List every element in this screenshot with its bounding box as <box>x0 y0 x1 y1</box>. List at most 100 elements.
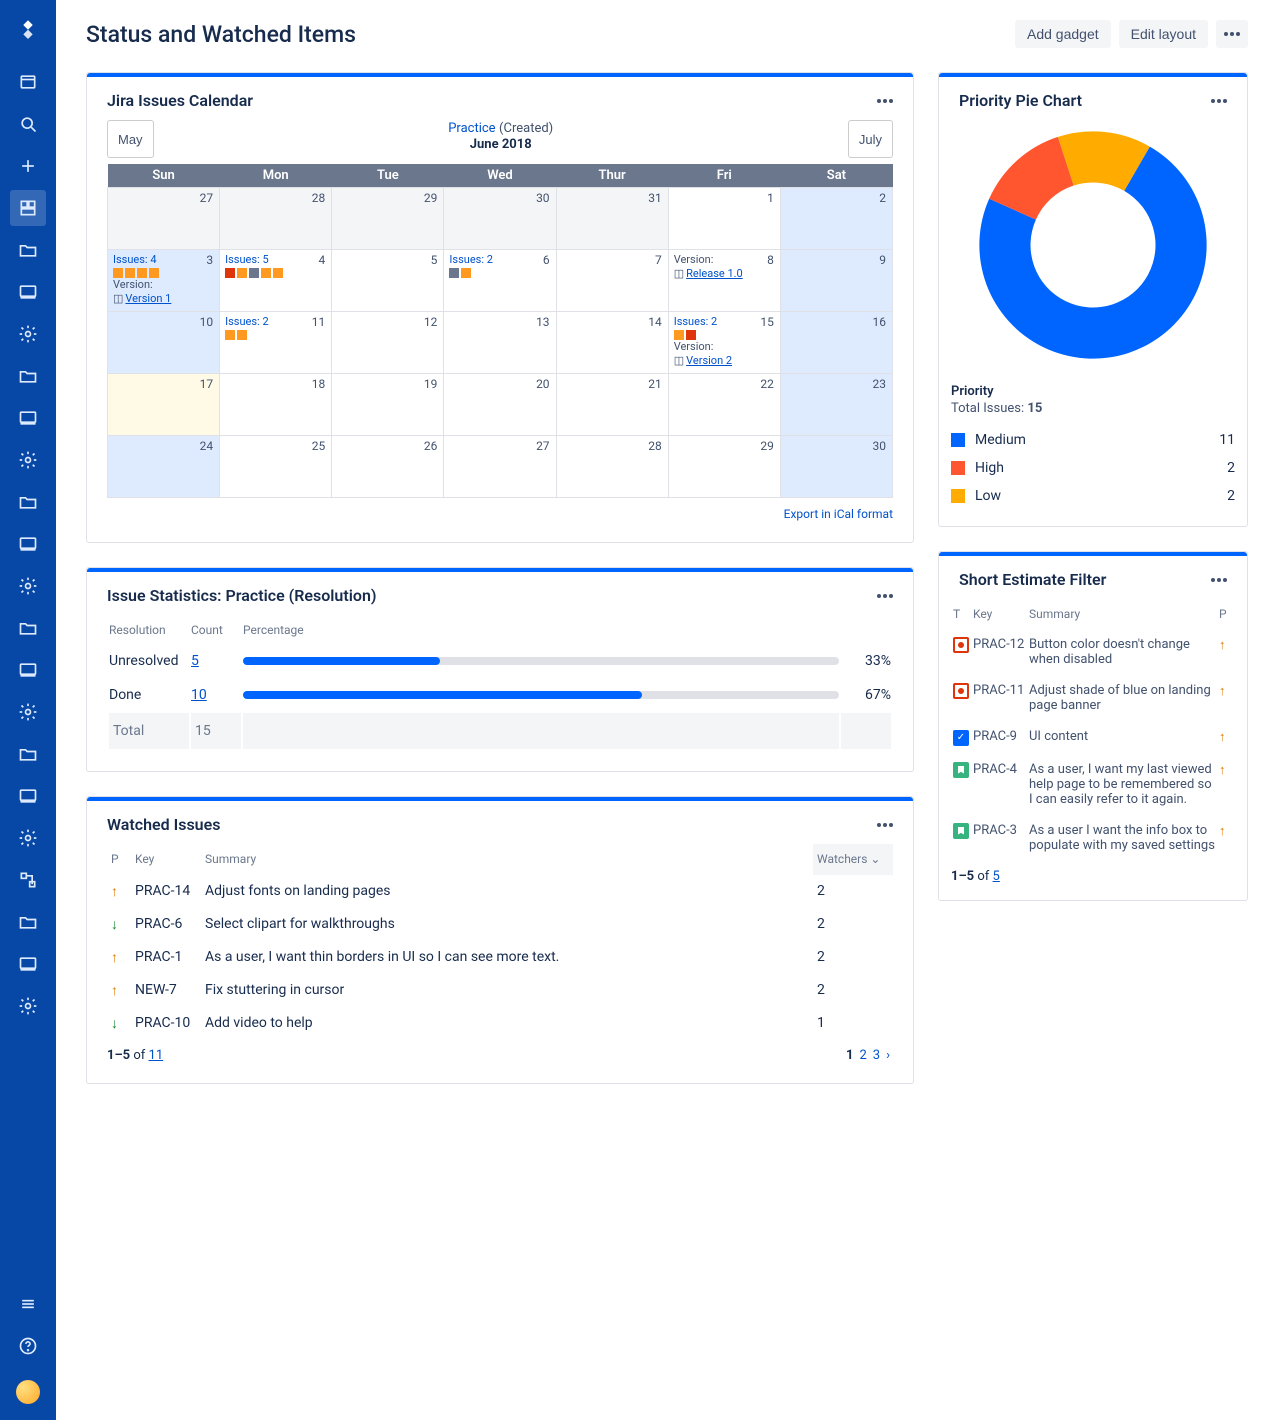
calendar-day-18[interactable]: 18 <box>220 374 332 436</box>
calendar-more-button[interactable] <box>877 99 893 103</box>
sidebar-item-folder-16[interactable] <box>10 736 46 772</box>
sef-row[interactable]: PRAC-4As a user, I want my last viewed h… <box>951 754 1235 815</box>
calendar-day-21[interactable]: 21 <box>556 374 668 436</box>
watchers-sort-header[interactable]: Watchers ⌄ <box>813 844 893 875</box>
sidebar-item-folder-7[interactable] <box>10 358 46 394</box>
legend-row-low[interactable]: Low2 <box>951 482 1235 510</box>
sidebar-item-monitor-21[interactable] <box>10 946 46 982</box>
page-1[interactable]: 1 <box>846 1048 853 1063</box>
calendar-day-10[interactable]: 10 <box>108 312 220 374</box>
edit-layout-button[interactable]: Edit layout <box>1119 20 1208 48</box>
sidebar-item-plus-2[interactable] <box>10 148 46 184</box>
page-next[interactable]: › <box>886 1048 890 1063</box>
sidebar-item-monitor-17[interactable] <box>10 778 46 814</box>
calendar-day-5[interactable]: 5 <box>332 250 444 312</box>
calendar-day-2[interactable]: 2 <box>780 188 892 250</box>
sef-row[interactable]: PRAC-11Adjust shade of blue on landing p… <box>951 675 1235 721</box>
global-sidebar <box>0 0 56 1420</box>
calendar-day-30[interactable]: 30 <box>444 188 556 250</box>
calendar-day-6[interactable]: 6Issues: 2 <box>444 250 556 312</box>
calendar-prev-button[interactable]: May <box>107 120 154 158</box>
sidebar-item-gear-18[interactable] <box>10 820 46 856</box>
calendar-day-25[interactable]: 25 <box>220 436 332 498</box>
sidebar-item-gear-9[interactable] <box>10 442 46 478</box>
calendar-day-20[interactable]: 20 <box>444 374 556 436</box>
sidebar-item-gear-12[interactable] <box>10 568 46 604</box>
watched-row[interactable]: ↑NEW-7Fix stuttering in cursor2 <box>107 974 893 1007</box>
page-2[interactable]: 2 <box>859 1048 866 1063</box>
calendar-day-23[interactable]: 23 <box>780 374 892 436</box>
calendar-filter-link[interactable]: Practice <box>448 121 495 136</box>
legend-row-high[interactable]: High2 <box>951 454 1235 482</box>
stats-total-row: Total15 <box>109 713 891 749</box>
priority-donut-chart <box>968 120 1218 370</box>
calendar-day-29[interactable]: 29 <box>668 436 780 498</box>
calendar-day-27[interactable]: 27 <box>108 188 220 250</box>
calendar-day-26[interactable]: 26 <box>332 436 444 498</box>
calendar-next-button[interactable]: July <box>848 120 893 158</box>
calendar-day-7[interactable]: 7 <box>556 250 668 312</box>
calendar-day-24[interactable]: 24 <box>108 436 220 498</box>
sef-row[interactable]: PRAC-12Button color doesn't change when … <box>951 629 1235 675</box>
calendar-day-16[interactable]: 16 <box>780 312 892 374</box>
statistics-more-button[interactable] <box>877 594 893 598</box>
calendar-day-31[interactable]: 31 <box>556 188 668 250</box>
sidebar-item-search-1[interactable] <box>10 106 46 142</box>
calendar-day-28[interactable]: 28 <box>556 436 668 498</box>
calendar-day-1[interactable]: 1 <box>668 188 780 250</box>
sidebar-item-monitor-8[interactable] <box>10 400 46 436</box>
calendar-day-13[interactable]: 13 <box>444 312 556 374</box>
calendar-day-8[interactable]: 8Version:◫Release 1.0 <box>668 250 780 312</box>
calendar-day-30[interactable]: 30 <box>780 436 892 498</box>
add-gadget-button[interactable]: Add gadget <box>1015 20 1111 48</box>
legend-row-medium[interactable]: Medium11 <box>951 426 1235 454</box>
sidebar-item-folder-4[interactable] <box>10 232 46 268</box>
priority-high-icon: ↑ <box>1219 684 1226 699</box>
calendar-day-17[interactable]: 17 <box>108 374 220 436</box>
calendar-card: Jira Issues Calendar May Practice (Creat… <box>86 72 914 543</box>
sidebar-item-monitor-5[interactable] <box>10 274 46 310</box>
calendar-day-29[interactable]: 29 <box>332 188 444 250</box>
calendar-day-4[interactable]: 4Issues: 5 <box>220 250 332 312</box>
sef-more-button[interactable] <box>1211 578 1227 582</box>
calendar-export-link[interactable]: Export in iCal format <box>784 507 893 521</box>
jira-logo-icon[interactable] <box>14 18 42 46</box>
sidebar-item-dashboard-3[interactable] <box>10 190 46 226</box>
sidebar-item-folder-13[interactable] <box>10 610 46 646</box>
watched-row[interactable]: ↓PRAC-6Select clipart for walkthroughs2 <box>107 908 893 941</box>
calendar-day-14[interactable]: 14 <box>556 312 668 374</box>
calendar-day-19[interactable]: 19 <box>332 374 444 436</box>
more-button[interactable] <box>1216 20 1248 48</box>
sidebar-item-gear-6[interactable] <box>10 316 46 352</box>
watched-row[interactable]: ↑PRAC-1As a user, I want thin borders in… <box>107 941 893 974</box>
pie-more-button[interactable] <box>1211 99 1227 103</box>
sidebar-item-monitor-14[interactable] <box>10 652 46 688</box>
sidebar-item-gear-22[interactable] <box>10 988 46 1024</box>
sidebar-item-gear-15[interactable] <box>10 694 46 730</box>
sef-row[interactable]: PRAC-3As a user I want the info box to p… <box>951 815 1235 861</box>
sidebar-item-board-0[interactable] <box>10 64 46 100</box>
sidebar-item-tree-19[interactable] <box>10 862 46 898</box>
page-3[interactable]: 3 <box>873 1048 880 1063</box>
calendar-day-11[interactable]: 11Issues: 2 <box>220 312 332 374</box>
calendar-day-15[interactable]: 15Issues: 2Version:◫Version 2 <box>668 312 780 374</box>
watched-more-button[interactable] <box>877 823 893 827</box>
watched-row[interactable]: ↓PRAC-10Add video to help1 <box>107 1007 893 1040</box>
calendar-day-22[interactable]: 22 <box>668 374 780 436</box>
calendar-day-9[interactable]: 9 <box>780 250 892 312</box>
sidebar-help-button[interactable] <box>10 1328 46 1364</box>
watched-row[interactable]: ↑PRAC-14Adjust fonts on landing pages2 <box>107 875 893 909</box>
calendar-day-12[interactable]: 12 <box>332 312 444 374</box>
sef-row[interactable]: PRAC-9UI content↑ <box>951 721 1235 754</box>
calendar-day-28[interactable]: 28 <box>220 188 332 250</box>
calendar-month-label: June 2018 <box>470 137 532 152</box>
calendar-day-3[interactable]: 3Issues: 4Version:◫Version 1 <box>108 250 220 312</box>
main-content: Status and Watched Items Add gadget Edit… <box>56 0 1278 1420</box>
watched-table: P Key Summary Watchers ⌄ ↑PRAC-14Adjust … <box>107 844 893 1040</box>
sidebar-item-folder-10[interactable] <box>10 484 46 520</box>
sidebar-menu-button[interactable] <box>10 1286 46 1322</box>
sidebar-item-monitor-11[interactable] <box>10 526 46 562</box>
calendar-day-27[interactable]: 27 <box>444 436 556 498</box>
sidebar-item-folder-20[interactable] <box>10 904 46 940</box>
user-avatar[interactable] <box>16 1380 40 1404</box>
